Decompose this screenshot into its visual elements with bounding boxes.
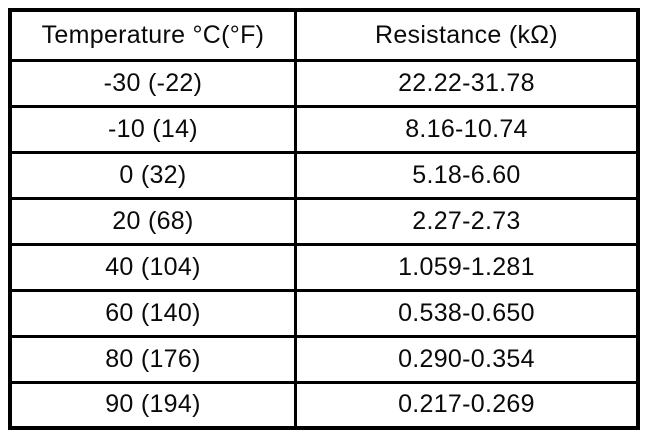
table-row: -10 (14) 8.16-10.74	[8, 104, 640, 154]
resistance-cell: 2.27-2.73	[293, 196, 640, 246]
table-row: 0 (32) 5.18-6.60	[8, 150, 640, 200]
resistance-header-cell: Resistance (kΩ)	[293, 8, 640, 62]
temperature-cell: -30 (-22)	[8, 58, 297, 108]
temperature-cell: 90 (194)	[8, 380, 297, 430]
table-row: 40 (104) 1.059-1.281	[8, 242, 640, 292]
resistance-cell: 0.538-0.650	[293, 288, 640, 338]
table-header: Temperature °C(°F) Resistance (kΩ)	[8, 8, 640, 62]
table-row: 90 (194) 0.217-0.269	[8, 380, 640, 430]
temperature-cell: 60 (140)	[8, 288, 297, 338]
resistance-cell: 5.18-6.60	[293, 150, 640, 200]
table-row: 60 (140) 0.538-0.650	[8, 288, 640, 338]
resistance-cell: 1.059-1.281	[293, 242, 640, 292]
temperature-cell: 20 (68)	[8, 196, 297, 246]
table-row: 20 (68) 2.27-2.73	[8, 196, 640, 246]
temperature-resistance-table: Temperature °C(°F) Resistance (kΩ) -30 (…	[8, 8, 640, 430]
temperature-cell: -10 (14)	[8, 104, 297, 154]
header-row: Temperature °C(°F) Resistance (kΩ)	[8, 8, 640, 62]
resistance-cell: 0.290-0.354	[293, 334, 640, 384]
resistance-cell: 22.22-31.78	[293, 58, 640, 108]
temperature-header-cell: Temperature °C(°F)	[8, 8, 297, 62]
temperature-cell: 40 (104)	[8, 242, 297, 292]
resistance-cell: 0.217-0.269	[293, 380, 640, 430]
table-body: -30 (-22) 22.22-31.78 -10 (14) 8.16-10.7…	[8, 58, 640, 430]
resistance-cell: 8.16-10.74	[293, 104, 640, 154]
temperature-cell: 80 (176)	[8, 334, 297, 384]
temperature-cell: 0 (32)	[8, 150, 297, 200]
table-row: 80 (176) 0.290-0.354	[8, 334, 640, 384]
table-row: -30 (-22) 22.22-31.78	[8, 58, 640, 108]
